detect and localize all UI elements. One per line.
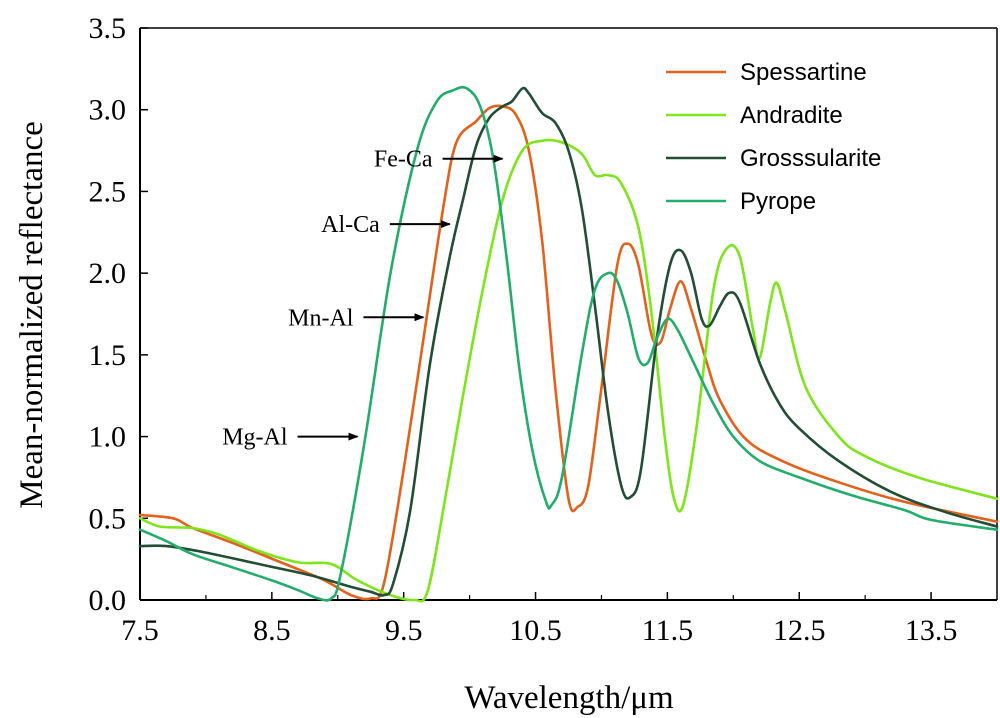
y-axis-title: Mean-normalized reflectance [14,121,50,509]
x-tick-label: 8.5 [253,614,291,647]
series-line-pyrope [138,85,999,602]
y-tick-label: 1.5 [89,339,127,372]
series-lines [138,85,999,603]
y-tick-label: 3.0 [89,94,127,127]
x-tick-label: 7.5 [121,614,159,647]
legend-label-spessartine: Spessartine [740,59,867,86]
y-tick-label: 0.0 [89,584,127,617]
x-tick-label: 12.5 [773,614,826,647]
x-tick-label: 11.5 [642,614,693,647]
y-tick-label: 1.0 [89,421,127,454]
y-tick-label: 0.5 [89,502,127,535]
legend-label-pyrope: Pyrope [740,188,816,215]
legend-label-grosssularite: Grosssularite [740,145,881,172]
x-axis-title: Wavelength/μm [464,680,674,716]
annotation-label-mn-al: Mn-Al [288,305,354,331]
series-line-grosssularite [138,86,999,597]
annotation-label-mg-al: Mg-Al [222,425,288,451]
y-tick-label: 3.5 [89,12,127,45]
x-tick-label: 10.5 [509,614,562,647]
annotations: Fe-Ca Al-Ca Mn-Al Mg-Al [222,147,504,451]
series-line-spessartine [138,104,999,601]
series-line-andradite [138,138,999,603]
legend: Spessartine Andradite Grosssularite Pyrope [666,59,881,215]
annotation-label-al-ca: Al-Ca [321,212,380,238]
legend-label-andradite: Andradite [740,102,843,129]
x-tick-label: 9.5 [385,614,423,647]
y-tick-label: 2.5 [89,175,127,208]
annotation-label-fe-ca: Fe-Ca [374,147,433,173]
y-tick-label: 2.0 [89,257,127,290]
x-tick-label: 13.5 [905,614,958,647]
axes: 7.5 8.5 9.5 10.5 11.5 12.5 13.5 0.0 0.5 1.0 1.5 2.0… [89,12,998,647]
